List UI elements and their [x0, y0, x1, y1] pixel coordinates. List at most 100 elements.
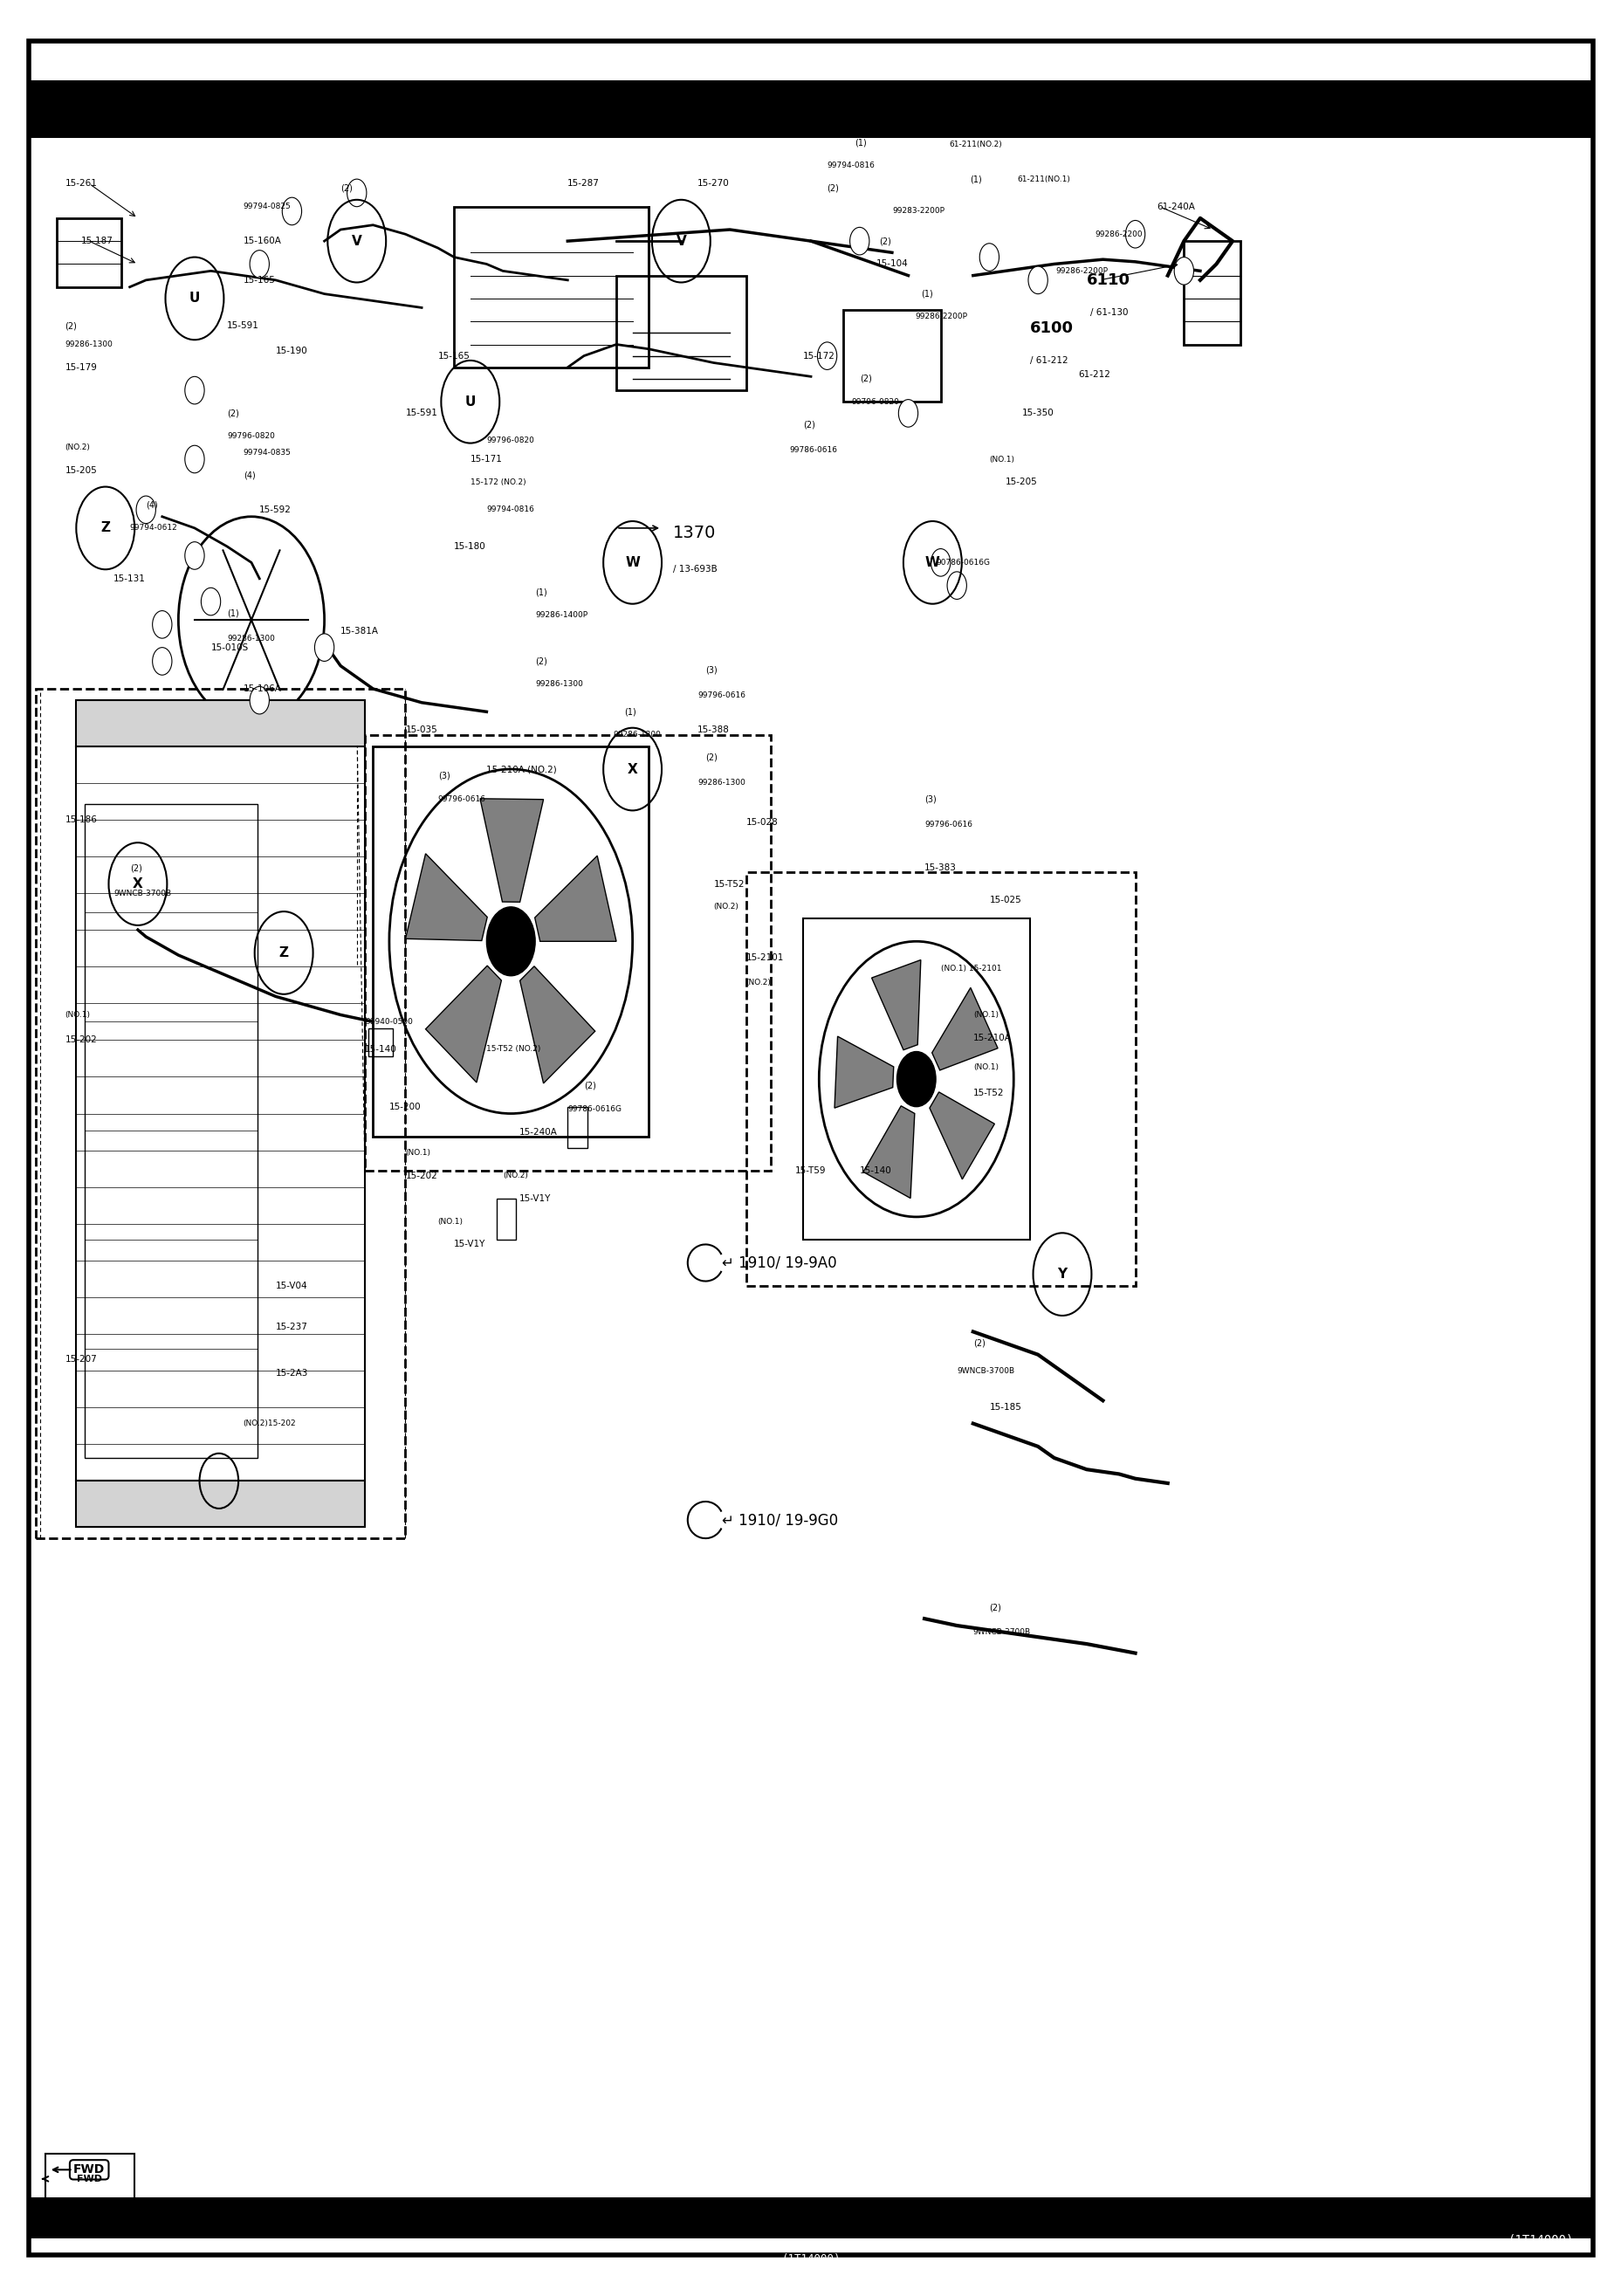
- Text: (NO.2): (NO.2): [746, 978, 772, 987]
- Text: (NO.1): (NO.1): [65, 1010, 91, 1019]
- Text: 90786-0616G: 90786-0616G: [935, 558, 989, 567]
- Text: (2): (2): [859, 374, 870, 383]
- Text: 15-591: 15-591: [405, 409, 438, 418]
- Text: 15-383: 15-383: [924, 863, 956, 872]
- Text: (1T14000): (1T14000): [1506, 2234, 1572, 2245]
- Circle shape: [282, 197, 302, 225]
- Text: 15-381A: 15-381A: [340, 627, 379, 636]
- Text: FWD: FWD: [73, 2163, 105, 2177]
- Text: 6100: 6100: [1029, 321, 1073, 335]
- Text: 99796-0820: 99796-0820: [227, 432, 276, 441]
- Text: 99286-2200: 99286-2200: [1094, 230, 1141, 239]
- Text: 99794-0835: 99794-0835: [243, 448, 292, 457]
- Text: 15-270: 15-270: [697, 179, 729, 188]
- Text: 99286-1300: 99286-1300: [65, 340, 113, 349]
- Text: 15-2A3: 15-2A3: [276, 1368, 308, 1378]
- Polygon shape: [480, 799, 543, 902]
- Text: 61-211(NO.2): 61-211(NO.2): [948, 140, 1002, 149]
- Circle shape: [314, 634, 334, 661]
- Text: X: X: [133, 877, 143, 891]
- Text: / 61-130: / 61-130: [1089, 308, 1127, 317]
- Text: 15-T59: 15-T59: [794, 1166, 825, 1176]
- Bar: [36, 689, 405, 1538]
- Text: 15-592: 15-592: [259, 505, 292, 514]
- Polygon shape: [932, 987, 997, 1070]
- Text: (NO.1): (NO.1): [973, 1063, 999, 1072]
- Text: 99286-1400P: 99286-1400P: [535, 611, 587, 620]
- Text: (3): (3): [924, 794, 935, 804]
- Bar: [368, 1029, 392, 1056]
- Polygon shape: [835, 1035, 893, 1109]
- Text: 99794-0816: 99794-0816: [486, 505, 535, 514]
- Text: 15-165: 15-165: [243, 276, 276, 285]
- Text: 15-104: 15-104: [875, 259, 908, 269]
- Text: / 61-212: / 61-212: [1029, 356, 1067, 365]
- Bar: [616, 276, 746, 390]
- Text: ↵ 1910/ 19-9G0: ↵ 1910/ 19-9G0: [721, 1513, 838, 1527]
- Text: 15-010S: 15-010S: [211, 643, 248, 652]
- Polygon shape: [862, 1107, 914, 1199]
- Text: 15-202: 15-202: [65, 1035, 97, 1045]
- Text: (NO.2)15-202: (NO.2)15-202: [243, 1419, 297, 1428]
- Text: 9WNCB-3700B: 9WNCB-3700B: [973, 1628, 1031, 1637]
- Bar: [746, 872, 1135, 1286]
- Text: (1): (1): [969, 174, 981, 184]
- Text: 15-V1Y: 15-V1Y: [454, 1240, 486, 1249]
- Bar: [567, 1107, 587, 1148]
- Text: 99794-0816: 99794-0816: [827, 161, 875, 170]
- Circle shape: [896, 1052, 935, 1107]
- Text: (NO.1): (NO.1): [973, 1010, 999, 1019]
- Text: 99940-0500: 99940-0500: [365, 1017, 413, 1026]
- Text: 15-V1Y: 15-V1Y: [519, 1194, 551, 1203]
- Text: 15-172: 15-172: [802, 351, 835, 360]
- Text: 1370: 1370: [673, 523, 716, 542]
- Bar: [76, 700, 365, 746]
- Text: 99796-0820: 99796-0820: [486, 436, 535, 445]
- Text: 99283-2200P: 99283-2200P: [892, 207, 943, 216]
- Text: 15-207: 15-207: [65, 1355, 97, 1364]
- Circle shape: [250, 250, 269, 278]
- Text: (4): (4): [146, 501, 157, 510]
- Text: 15-205: 15-205: [1005, 478, 1037, 487]
- Text: 99794-0825: 99794-0825: [243, 202, 290, 211]
- Circle shape: [185, 542, 204, 569]
- Circle shape: [947, 572, 966, 599]
- Text: (NO.1) 15-2101: (NO.1) 15-2101: [940, 964, 1000, 974]
- Text: (2): (2): [584, 1081, 595, 1091]
- Text: 15-179: 15-179: [65, 363, 97, 372]
- Text: (1): (1): [624, 707, 635, 716]
- Text: 99286-1300: 99286-1300: [697, 778, 746, 788]
- Circle shape: [136, 496, 156, 523]
- Text: 99286-1300: 99286-1300: [613, 730, 661, 739]
- Text: (2): (2): [65, 321, 76, 331]
- Circle shape: [1028, 266, 1047, 294]
- Text: 15-025: 15-025: [989, 895, 1021, 905]
- Bar: [76, 746, 365, 1481]
- Text: 15-035: 15-035: [405, 726, 438, 735]
- Text: 99286-1300: 99286-1300: [227, 634, 276, 643]
- Text: 99786-0616G: 99786-0616G: [567, 1104, 621, 1114]
- Bar: [45, 2154, 135, 2204]
- Bar: [454, 207, 648, 367]
- Text: 15-140: 15-140: [365, 1045, 397, 1054]
- Text: 9WNCB-3700B: 9WNCB-3700B: [113, 889, 172, 898]
- Text: 15-140: 15-140: [859, 1166, 892, 1176]
- Text: 15-261: 15-261: [65, 179, 97, 188]
- Text: (NO.1): (NO.1): [405, 1148, 431, 1157]
- Text: (3): (3): [438, 771, 449, 781]
- Text: 15-185: 15-185: [989, 1403, 1021, 1412]
- Text: W: W: [924, 556, 940, 569]
- Circle shape: [347, 179, 366, 207]
- Text: 15-180: 15-180: [454, 542, 486, 551]
- Text: (NO.2): (NO.2): [503, 1171, 528, 1180]
- Text: 15-388: 15-388: [697, 726, 729, 735]
- Text: 99286-1300: 99286-1300: [535, 680, 584, 689]
- Text: (NO.1): (NO.1): [438, 1217, 464, 1226]
- Text: V: V: [352, 234, 361, 248]
- Polygon shape: [535, 856, 616, 941]
- Text: (2): (2): [879, 236, 890, 246]
- Polygon shape: [870, 960, 921, 1049]
- Text: 61-212: 61-212: [1078, 370, 1110, 379]
- Text: (NO.1): (NO.1): [989, 455, 1015, 464]
- Text: 15-028: 15-028: [746, 817, 778, 827]
